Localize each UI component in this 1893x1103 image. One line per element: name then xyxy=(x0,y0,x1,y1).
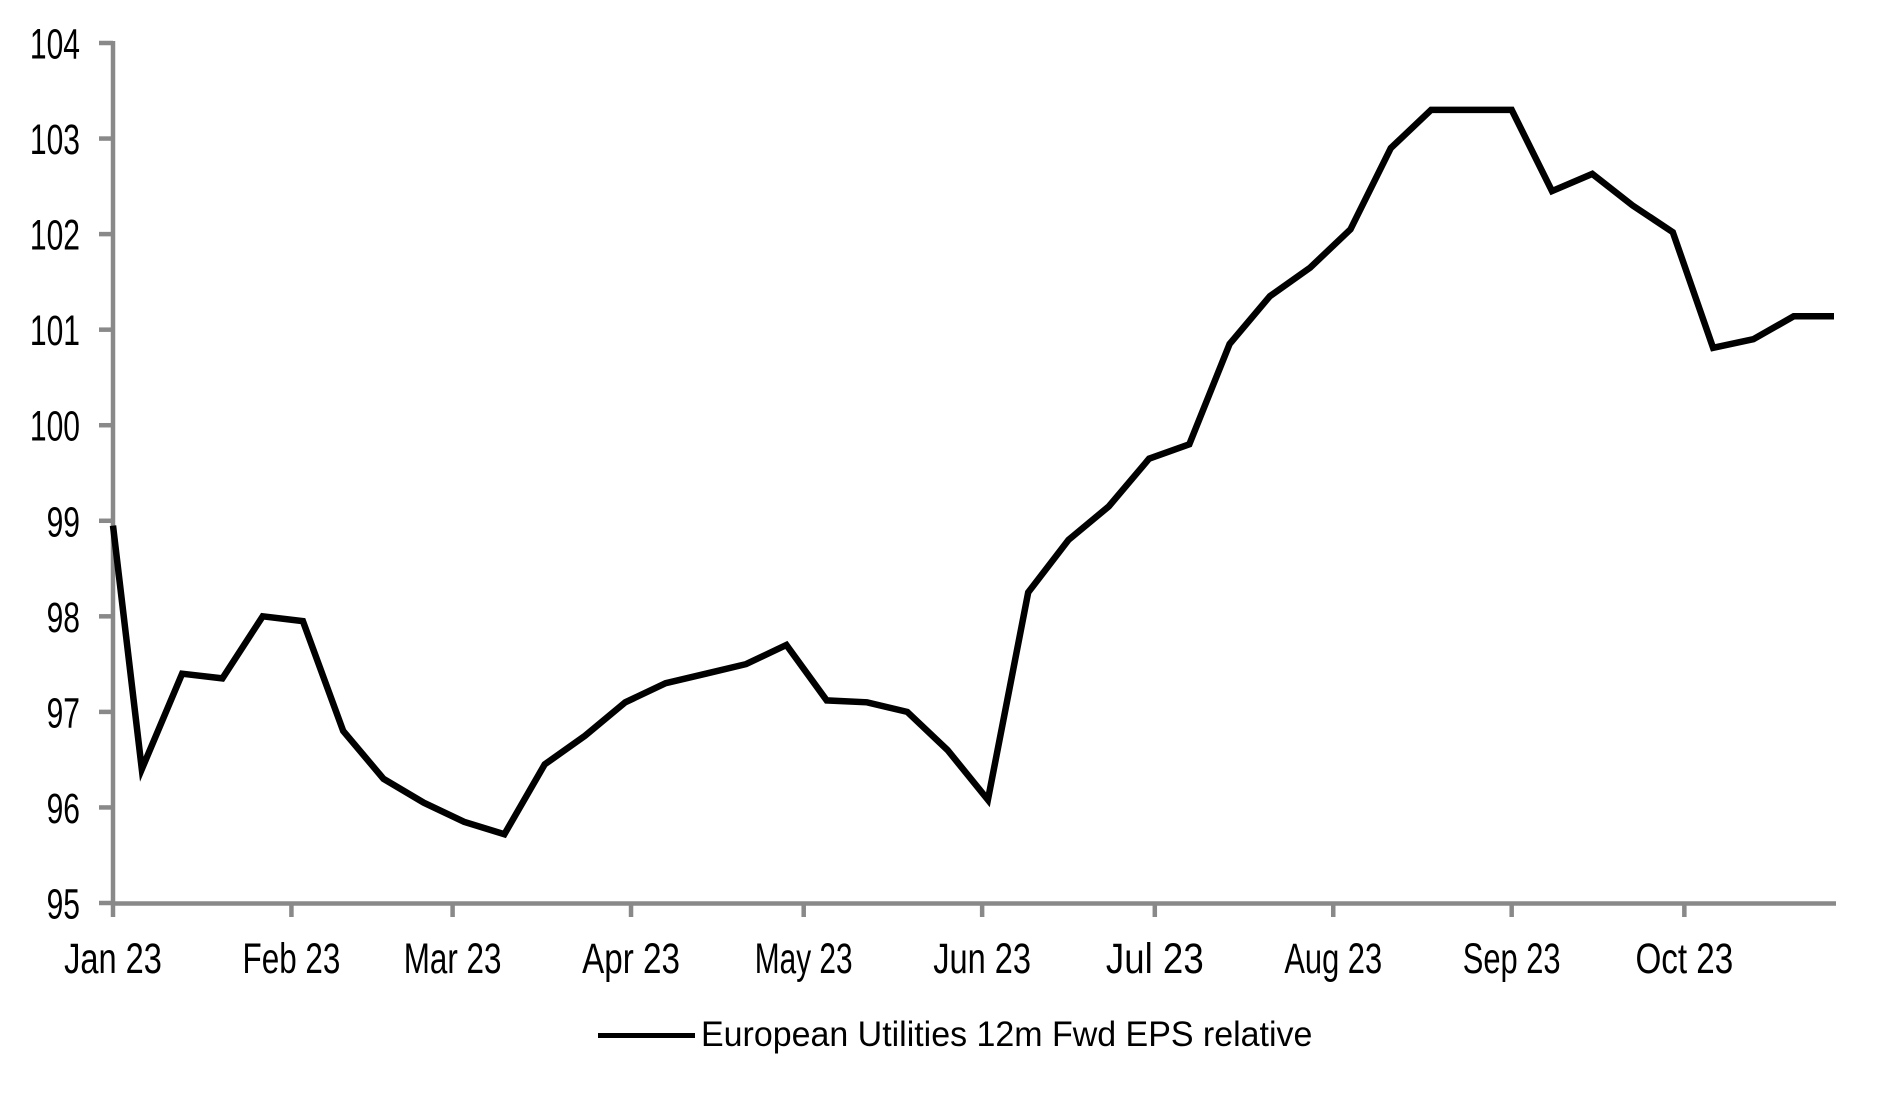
y-tick-label: 101 xyxy=(30,307,80,355)
y-tick-label: 96 xyxy=(47,785,80,833)
series-line xyxy=(109,106,1834,839)
y-tick-label: 102 xyxy=(30,212,80,260)
y-axis-ticks xyxy=(99,40,113,906)
x-tick-label: Jun 23 xyxy=(933,935,1031,983)
axes xyxy=(110,41,1836,906)
y-tick-label: 95 xyxy=(47,881,80,929)
x-tick-label: Feb 23 xyxy=(243,935,341,983)
x-tick-label: Mar 23 xyxy=(404,935,502,983)
x-axis-labels: Jan 23 Feb 23 Mar 23 Apr 23 May 23 Jun 23 Jul … xyxy=(64,935,1733,983)
y-tick-label: 100 xyxy=(30,403,80,451)
x-axis-ticks xyxy=(110,903,1687,917)
x-tick-label: Jan 23 xyxy=(64,935,162,983)
y-tick-label: 99 xyxy=(47,498,80,546)
x-tick-label: Sep 23 xyxy=(1463,935,1561,983)
y-tick-label: 98 xyxy=(47,594,80,642)
y-tick-label: 104 xyxy=(30,21,80,69)
y-tick-label: 103 xyxy=(30,116,80,164)
y-tick-label: 97 xyxy=(47,689,80,737)
x-tick-label: May 23 xyxy=(755,935,853,983)
x-tick-label: Jul 23 xyxy=(1106,935,1204,983)
x-tick-label: Aug 23 xyxy=(1284,935,1382,983)
x-tick-label: Apr 23 xyxy=(582,935,680,983)
y-axis-labels: 95 96 97 98 99 100 101 102 103 104 xyxy=(30,21,80,929)
x-tick-label: Oct 23 xyxy=(1635,935,1733,983)
series xyxy=(109,106,1834,839)
